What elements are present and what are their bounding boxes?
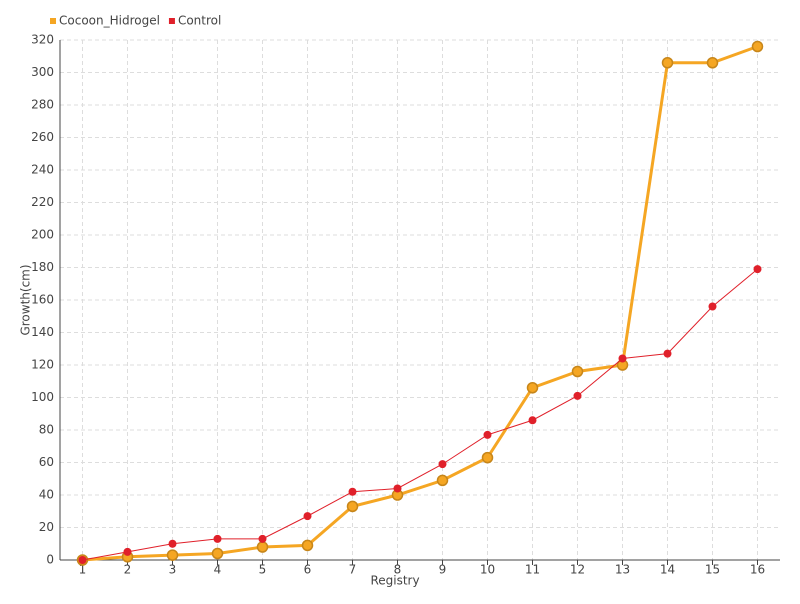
y-tick-label: 80 — [39, 423, 54, 437]
legend-marker — [168, 18, 175, 24]
x-tick-label: 3 — [169, 563, 177, 577]
data-point — [481, 451, 494, 464]
x-tick-label: 13 — [615, 563, 630, 577]
data-point — [166, 549, 179, 561]
data-point — [78, 556, 87, 564]
y-tick-label: 20 — [39, 520, 54, 534]
data-point — [751, 40, 764, 53]
data-point — [526, 382, 539, 394]
x-tick-label: 7 — [349, 563, 357, 577]
data-point — [303, 512, 312, 521]
x-axis-label: Registry — [370, 574, 419, 588]
legend-label: Control — [178, 14, 221, 28]
data-point — [663, 349, 672, 358]
x-tick-label: 10 — [480, 563, 495, 577]
y-tick-label: 280 — [31, 98, 54, 112]
data-point — [393, 484, 402, 493]
x-tick-label: 14 — [660, 563, 675, 577]
x-tick-label: 4 — [214, 563, 222, 577]
data-point — [436, 474, 449, 487]
data-point — [168, 539, 177, 548]
legend-label: Cocoon_Hidrogel — [59, 14, 160, 28]
legend-marker — [50, 18, 56, 24]
x-tick-label: 5 — [259, 563, 267, 577]
x-tick-label: 9 — [439, 563, 447, 577]
data-point — [573, 391, 582, 400]
y-tick-label: 40 — [39, 488, 54, 502]
y-tick-label: 120 — [31, 358, 54, 372]
y-tick-label: 240 — [31, 163, 54, 177]
data-point — [258, 534, 267, 543]
x-tick-label: 12 — [570, 563, 585, 577]
data-point — [618, 354, 627, 363]
y-tick-label: 180 — [31, 260, 54, 274]
data-point — [753, 265, 762, 274]
data-point — [708, 302, 717, 311]
data-point — [213, 534, 222, 543]
data-point — [571, 365, 584, 378]
y-tick-label: 200 — [31, 228, 54, 242]
x-tick-label: 1 — [79, 563, 87, 577]
data-point — [438, 460, 447, 469]
y-tick-label: 140 — [31, 325, 54, 339]
x-tick-label: 8 — [394, 563, 402, 577]
data-point — [346, 500, 359, 513]
series-line — [82, 268, 758, 561]
data-point — [301, 539, 314, 552]
data-point — [348, 487, 357, 496]
x-tick-label: 16 — [750, 563, 765, 577]
x-tick-label: 15 — [705, 563, 720, 577]
y-tick-label: 320 — [31, 33, 54, 47]
data-point — [123, 547, 132, 556]
y-tick-label: 60 — [39, 455, 54, 469]
y-tick-label: 100 — [31, 390, 54, 404]
x-tick-label: 2 — [124, 563, 132, 577]
data-point — [528, 416, 537, 425]
x-tick-label: 6 — [304, 563, 312, 577]
y-tick-label: 0 — [46, 553, 54, 567]
y-tick-label: 300 — [31, 65, 54, 79]
data-point — [483, 430, 492, 439]
x-tick-label: 11 — [525, 563, 540, 577]
data-point — [211, 547, 224, 560]
y-tick-label: 220 — [31, 195, 54, 209]
data-point — [706, 57, 719, 69]
data-point — [661, 57, 674, 69]
y-tick-label: 160 — [31, 293, 54, 307]
series-line — [82, 45, 759, 562]
data-point — [256, 541, 269, 553]
y-axis-label: Growth(cm) — [19, 264, 33, 335]
y-tick-label: 260 — [31, 130, 54, 144]
